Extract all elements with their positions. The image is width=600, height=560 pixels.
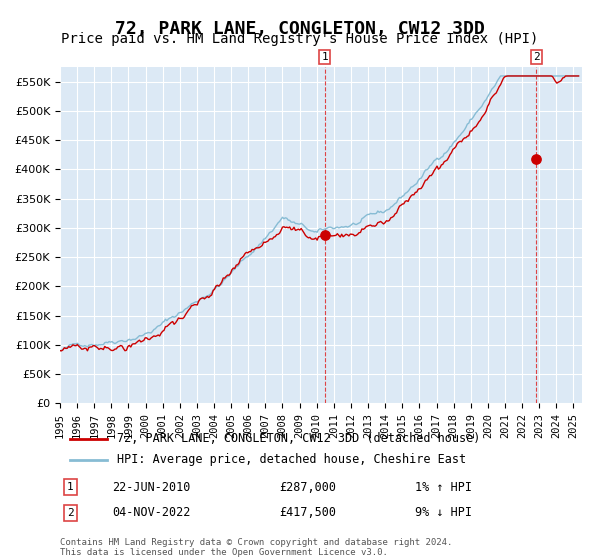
Point (532, 155, 541, 164)
Text: Price paid vs. HM Land Registry's House Price Index (HPI): Price paid vs. HM Land Registry's House … (61, 32, 539, 46)
Text: HPI: Average price, detached house, Cheshire East: HPI: Average price, detached house, Ches… (118, 454, 467, 466)
Text: 2: 2 (533, 52, 540, 62)
Text: 22-JUN-2010: 22-JUN-2010 (112, 480, 191, 493)
Text: Contains HM Land Registry data © Crown copyright and database right 2024.
This d: Contains HM Land Registry data © Crown c… (60, 538, 452, 557)
Text: 72, PARK LANE, CONGLETON, CW12 3DD: 72, PARK LANE, CONGLETON, CW12 3DD (115, 20, 485, 38)
Text: £287,000: £287,000 (279, 480, 336, 493)
Text: 2: 2 (67, 508, 74, 518)
Text: 9% ↓ HPI: 9% ↓ HPI (415, 506, 472, 520)
Text: 04-NOV-2022: 04-NOV-2022 (112, 506, 191, 520)
Text: £417,500: £417,500 (279, 506, 336, 520)
Text: 72, PARK LANE, CONGLETON, CW12 3DD (detached house): 72, PARK LANE, CONGLETON, CW12 3DD (deta… (118, 432, 481, 445)
Text: 1% ↑ HPI: 1% ↑ HPI (415, 480, 472, 493)
Text: 1: 1 (67, 482, 74, 492)
Point (320, 231, 329, 240)
Text: 1: 1 (322, 52, 328, 62)
